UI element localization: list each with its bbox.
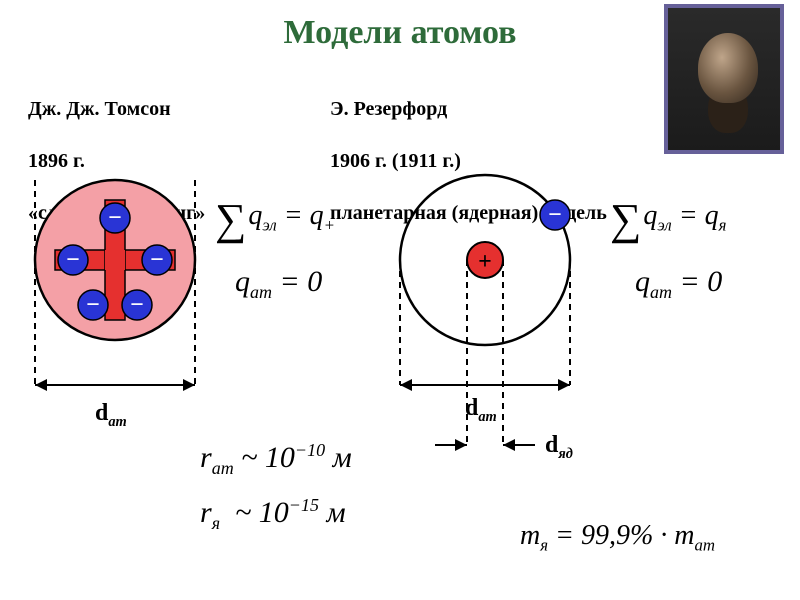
thomson-formula-sum: ∑qэл = q+ xyxy=(215,200,335,236)
svg-text:−: − xyxy=(548,202,562,228)
sigma-icon: ∑ xyxy=(610,205,641,236)
rutherford-diameter-atom-label: dат xyxy=(465,395,497,426)
thomson-name: Дж. Дж. Томсон xyxy=(28,98,171,120)
thomson-atom-diagram: − − − − − xyxy=(15,160,225,420)
sigma-icon: ∑ xyxy=(215,205,246,236)
svg-text:−: − xyxy=(66,247,80,273)
rutherford-diameter-nucleus-label: dяд xyxy=(545,432,573,463)
scientist-photo xyxy=(664,4,784,154)
thomson-formula-qatom: qат = 0 xyxy=(235,265,322,303)
rutherford-name: Э. Резерфорд xyxy=(330,98,447,120)
radius-nucleus-formula: rя ~ 10−15 м xyxy=(200,495,346,534)
radius-atom-formula: rат ~ 10−10 м xyxy=(200,440,352,479)
svg-text:+: + xyxy=(478,249,492,275)
svg-text:−: − xyxy=(108,205,122,231)
svg-text:−: − xyxy=(130,292,144,318)
svg-text:−: − xyxy=(86,292,100,318)
rutherford-formula-sum: ∑qэл = qя xyxy=(610,200,726,236)
thomson-diameter-label: dат xyxy=(95,400,127,431)
mass-formula: mя = 99,9% · mат xyxy=(520,520,715,556)
rutherford-formula-qatom: qат = 0 xyxy=(635,265,722,303)
svg-text:−: − xyxy=(150,247,164,273)
